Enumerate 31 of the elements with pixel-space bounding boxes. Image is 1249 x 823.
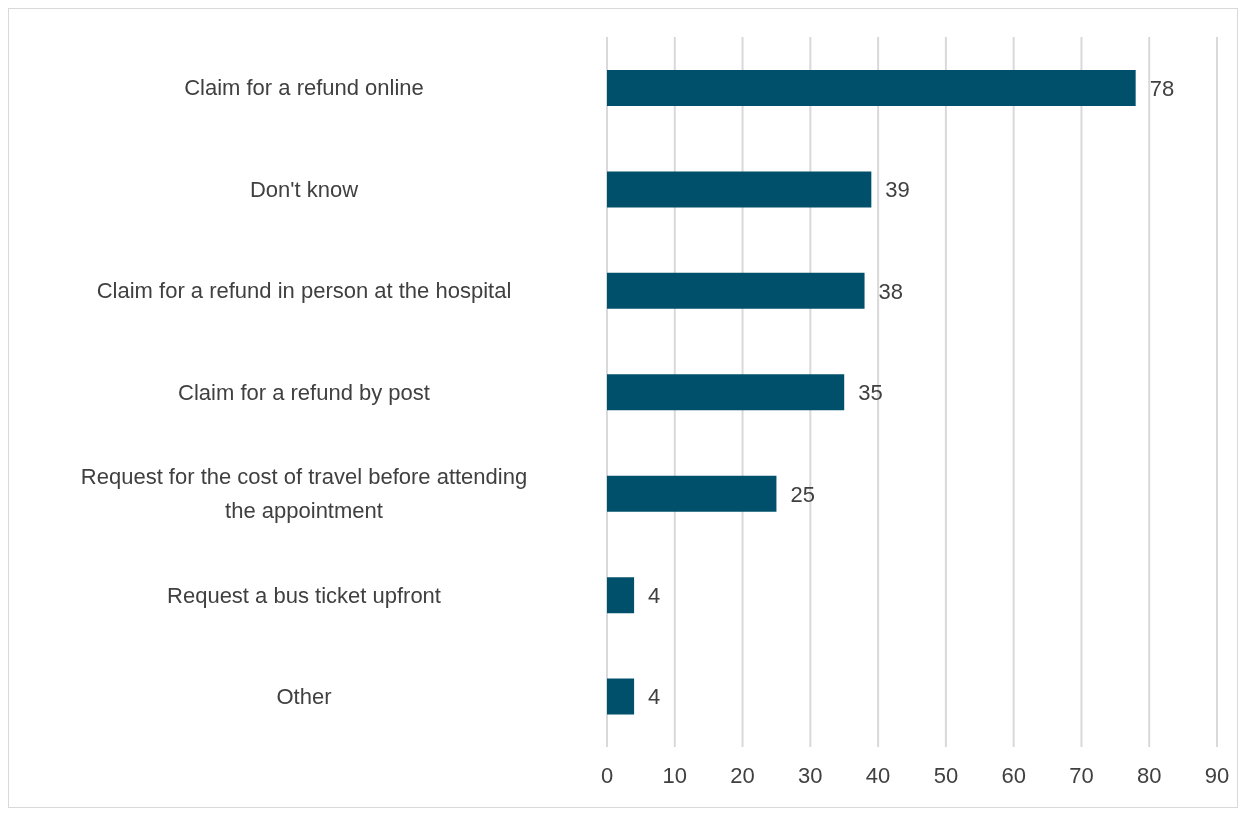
x-tick-label: 70 [1069,762,1094,788]
y-tick-label: Other [276,683,332,709]
x-tick-label: 90 [1204,762,1230,788]
x-tick-label: 50 [933,762,959,788]
data-label: 4 [648,684,661,710]
bar [607,678,635,715]
x-tick-label: 20 [730,762,755,788]
y-tick-label: Claim for a refund in person at the hospital [96,278,512,304]
bar [607,577,635,614]
bar [607,171,872,208]
y-tick-label: Claim for a refund online [184,75,424,101]
x-tick-label: 30 [798,762,823,788]
data-label: 78 [1149,75,1175,101]
data-label: 25 [790,481,815,507]
y-tick-label: Claim for a refund by post [178,379,430,405]
bar [607,70,1136,106]
x-tick-label: 0 [600,762,614,788]
x-tick-label: 10 [662,762,688,788]
x-tick-label: 80 [1136,762,1162,788]
x-tick-label: 40 [865,762,891,788]
data-label: 35 [858,380,883,406]
data-label: 38 [878,278,904,304]
y-tick-label: Request a bus ticket upfront [167,582,441,608]
y-tick-label: Request for the cost of travel before attending the appointment [80,464,528,524]
bar [607,374,845,411]
data-label: 39 [885,177,910,203]
data-label: 4 [648,582,661,608]
bar [607,272,865,309]
bar [607,475,777,512]
y-tick-label: Don't know [249,176,359,202]
x-tick-label: 60 [1001,762,1026,788]
